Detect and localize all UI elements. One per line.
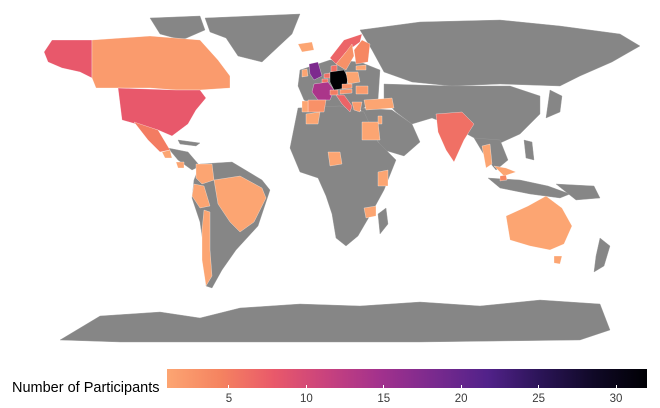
region-turkey [363,97,395,111]
region-greece [351,101,363,113]
region-ireland [301,68,309,78]
greenland [204,13,301,63]
region-iceland [297,41,315,53]
legend-tick-label-10: 10 [299,393,313,405]
region-czech-republic [341,83,353,90]
region-malaysia [493,165,517,177]
legend-tick-label-30: 30 [609,393,623,405]
region-israel [377,115,383,125]
legend-tick-label-20: 20 [454,393,468,405]
region-brazil [213,175,267,233]
philippines [523,139,535,161]
participant-regions [43,33,573,287]
region-italy [335,94,353,113]
legend-title: Number of Participants [12,380,160,396]
antarctica [59,299,611,343]
region-sweden [335,43,355,71]
russia [359,19,641,87]
region-india [435,111,475,163]
region-australia [505,195,573,251]
region-tasmania [553,255,563,265]
region-peru [191,183,211,209]
region-estonia [355,64,367,71]
region-canada [91,35,231,91]
legend-tick-mark-30 [615,385,617,388]
legend-tick-label-25: 25 [532,393,546,405]
legend-tick-mark-20 [460,385,462,388]
legend-color-bar [167,369,647,388]
region-united-states [117,87,207,137]
region-kenya [377,169,389,187]
region-united-kingdom [308,61,323,81]
new-zealand [593,237,611,273]
region-portugal [301,100,309,113]
region-morocco [305,111,321,125]
region-france [311,81,335,101]
region-switzerland [329,89,339,96]
legend-tick-mark-15 [383,385,385,388]
legend-gradient-rect [167,369,647,388]
legend-tick-mark-5 [228,385,230,388]
new-guinea [555,183,601,201]
indonesia [487,177,571,199]
region-denmark [330,64,338,73]
legend-tick-label-5: 5 [225,393,233,405]
region-guatemala [161,149,173,159]
madagascar [377,207,389,235]
region-egypt [361,121,381,141]
legend-tick-mark-10 [305,385,307,388]
region-thailand [481,143,493,169]
legend-tick-label-15: 15 [377,393,391,405]
world-map [43,13,641,343]
region-finland [353,39,371,65]
region-zambia [363,205,377,219]
region-singapore [499,174,508,182]
region-nigeria [327,151,343,167]
region-netherlands [323,72,331,79]
region-romania [355,85,369,95]
japan [545,89,563,119]
arctic-islands [149,15,206,41]
region-chile [201,209,213,287]
legend-tick-mark-25 [538,385,540,388]
region-colombia [195,163,215,185]
region-spain [307,99,327,113]
cuba [177,139,201,147]
region-austria [339,88,353,95]
region-costa-rica [175,161,185,169]
region-poland [345,71,361,85]
region-alaska [43,39,93,79]
